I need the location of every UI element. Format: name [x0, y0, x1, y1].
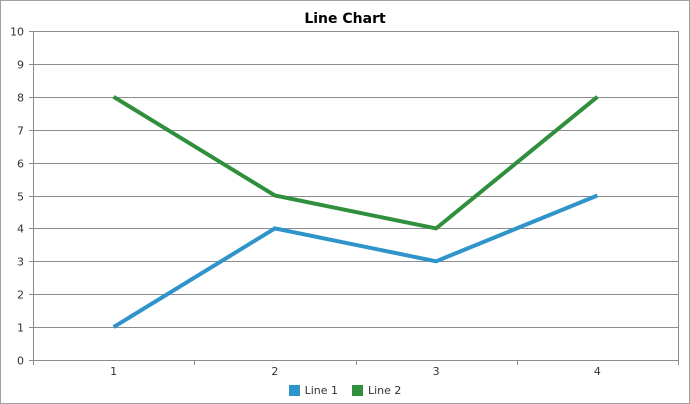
legend-label-line-2: Line 2: [368, 384, 402, 397]
legend-label-line-1: Line 1: [304, 384, 338, 397]
y-tick-label-3: 3: [17, 256, 24, 269]
y-tick-label-10: 10: [10, 26, 24, 39]
y-tick-label-2: 2: [17, 289, 24, 302]
y-tick-label-8: 8: [17, 92, 24, 105]
series-line-2: [112, 95, 599, 231]
x-tick-label-4: 4: [594, 365, 601, 378]
legend: Line 1 Line 2: [1, 384, 689, 397]
y-tick-label-0: 0: [17, 355, 24, 368]
y-tick-label-6: 6: [17, 158, 24, 171]
legend-item-line-2[interactable]: Line 2: [352, 384, 401, 397]
chart-title: Line Chart: [304, 11, 386, 27]
legend-swatch-line-2: [352, 385, 363, 396]
y-tick-label-1: 1: [17, 322, 24, 335]
legend-swatch-line-1: [288, 385, 300, 396]
x-tick-label-3: 3: [433, 365, 440, 378]
y-tick-label-5: 5: [17, 191, 24, 204]
x-tick-label-2: 2: [271, 365, 278, 378]
y-tick-label-7: 7: [17, 125, 24, 138]
x-tick-label-1: 1: [110, 365, 117, 378]
legend-item-line-1[interactable]: Line 1: [288, 384, 338, 397]
y-tick-label-9: 9: [17, 59, 24, 72]
y-tick-label-4: 4: [17, 223, 24, 236]
line-chart: 0 1 2 3 4 5 6 7 8 9 10 1 2 3 4: [10, 26, 679, 378]
series-line-1: [112, 193, 599, 329]
